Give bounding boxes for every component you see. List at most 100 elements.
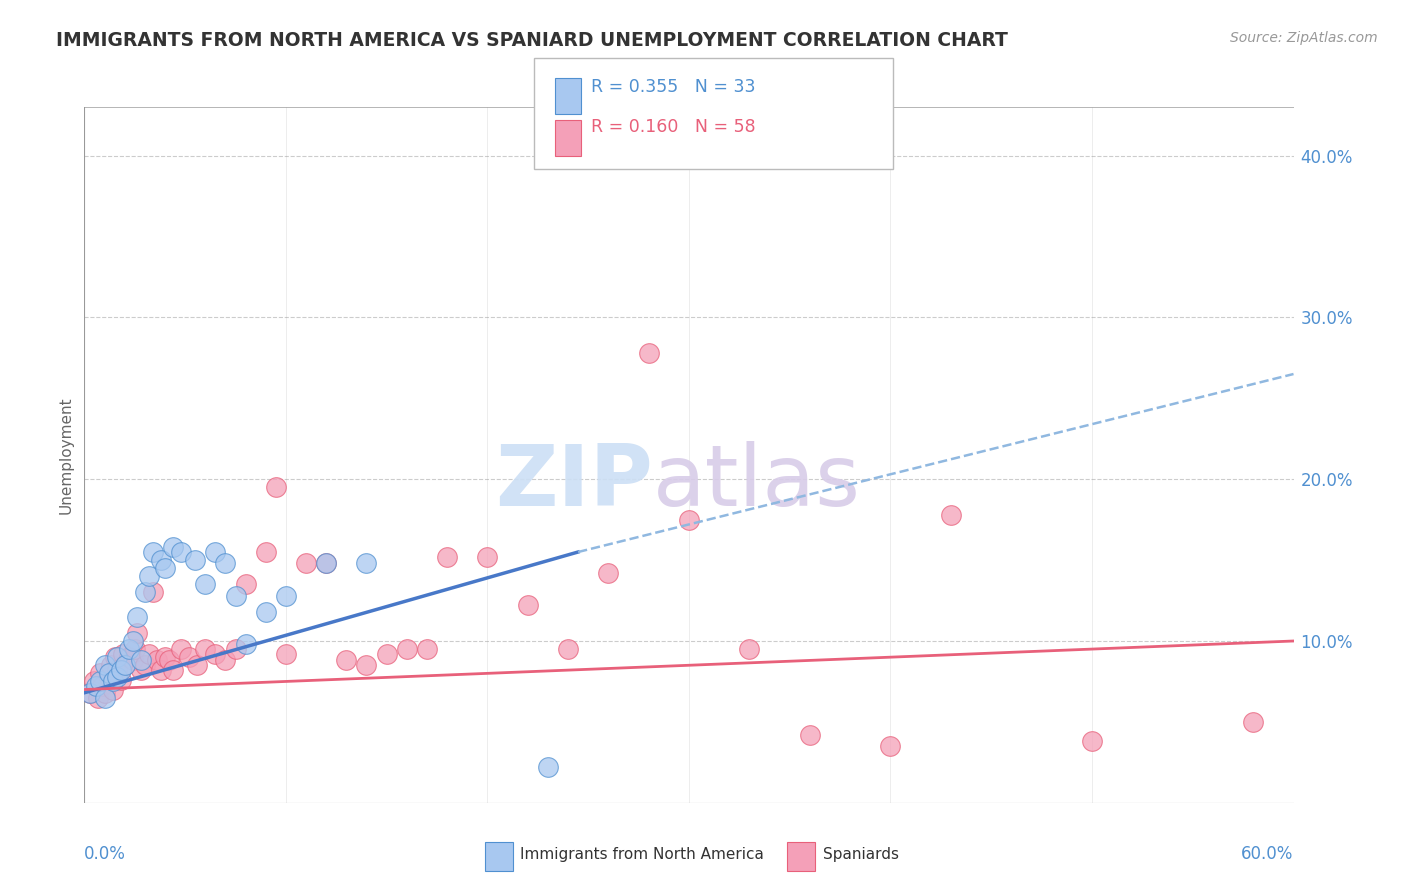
- Text: R = 0.160   N = 58: R = 0.160 N = 58: [591, 118, 755, 136]
- Point: [194, 577, 217, 591]
- Point: [356, 557, 378, 571]
- Point: [87, 690, 110, 705]
- Point: [939, 508, 962, 522]
- Point: [162, 663, 184, 677]
- Point: [315, 557, 337, 571]
- Point: [170, 642, 193, 657]
- Point: [637, 346, 659, 360]
- Text: IMMIGRANTS FROM NORTH AMERICA VS SPANIARD UNEMPLOYMENT CORRELATION CHART: IMMIGRANTS FROM NORTH AMERICA VS SPANIAR…: [56, 31, 1008, 50]
- Point: [142, 585, 165, 599]
- Point: [416, 642, 439, 657]
- Point: [356, 658, 378, 673]
- Point: [274, 589, 297, 603]
- Point: [204, 647, 226, 661]
- Point: [134, 585, 156, 599]
- Point: [436, 549, 458, 564]
- Point: [114, 658, 136, 673]
- Text: Spaniards: Spaniards: [823, 847, 898, 862]
- Point: [295, 557, 318, 571]
- Point: [162, 540, 184, 554]
- Point: [105, 670, 128, 684]
- Point: [395, 642, 418, 657]
- Y-axis label: Unemployment: Unemployment: [58, 396, 73, 514]
- Point: [335, 653, 357, 667]
- Point: [83, 674, 105, 689]
- Point: [125, 609, 148, 624]
- Point: [93, 690, 115, 705]
- Point: [170, 545, 193, 559]
- Text: atlas: atlas: [652, 442, 860, 524]
- Point: [225, 642, 247, 657]
- Text: ZIP: ZIP: [495, 442, 652, 524]
- Point: [1241, 714, 1264, 729]
- Point: [79, 686, 101, 700]
- Point: [477, 549, 499, 564]
- Point: [516, 599, 538, 613]
- Point: [129, 653, 152, 667]
- Point: [149, 553, 172, 567]
- Point: [254, 545, 277, 559]
- Point: [153, 561, 176, 575]
- Point: [799, 728, 821, 742]
- Point: [153, 650, 176, 665]
- Point: [121, 634, 143, 648]
- Point: [129, 663, 152, 677]
- Point: [118, 650, 141, 665]
- Point: [184, 553, 207, 567]
- Point: [124, 642, 146, 657]
- Point: [204, 545, 226, 559]
- Point: [738, 642, 761, 657]
- Point: [678, 513, 700, 527]
- Point: [101, 674, 124, 689]
- Point: [254, 605, 277, 619]
- Point: [146, 653, 169, 667]
- Point: [598, 566, 620, 580]
- Point: [315, 557, 337, 571]
- Point: [104, 650, 127, 665]
- Point: [93, 658, 115, 673]
- Point: [125, 626, 148, 640]
- Point: [91, 679, 114, 693]
- Point: [118, 642, 141, 657]
- Point: [100, 658, 122, 673]
- Point: [79, 686, 101, 700]
- Point: [879, 739, 901, 754]
- Point: [89, 674, 111, 689]
- Point: [235, 637, 257, 651]
- Point: [537, 760, 560, 774]
- Point: [186, 658, 208, 673]
- Point: [97, 670, 120, 684]
- Point: [105, 663, 128, 677]
- Point: [93, 686, 115, 700]
- Point: [89, 666, 111, 681]
- Point: [179, 650, 201, 665]
- Point: [214, 653, 236, 667]
- Point: [111, 647, 134, 661]
- Point: [142, 545, 165, 559]
- Point: [274, 647, 297, 661]
- Text: R = 0.355   N = 33: R = 0.355 N = 33: [591, 78, 755, 96]
- Point: [86, 679, 108, 693]
- Point: [101, 682, 124, 697]
- Point: [138, 569, 160, 583]
- Point: [225, 589, 247, 603]
- Point: [194, 642, 217, 657]
- Text: 0.0%: 0.0%: [84, 845, 127, 863]
- Point: [138, 647, 160, 661]
- Point: [214, 557, 236, 571]
- Point: [149, 663, 172, 677]
- Point: [110, 673, 132, 687]
- Point: [235, 577, 257, 591]
- Text: Source: ZipAtlas.com: Source: ZipAtlas.com: [1230, 31, 1378, 45]
- Point: [134, 658, 156, 673]
- Point: [1081, 734, 1104, 748]
- Text: Immigrants from North America: Immigrants from North America: [520, 847, 763, 862]
- Point: [375, 647, 398, 661]
- Point: [97, 666, 120, 681]
- Point: [557, 642, 579, 657]
- Point: [105, 650, 128, 665]
- Point: [110, 663, 132, 677]
- Point: [264, 480, 287, 494]
- Point: [121, 653, 143, 667]
- Point: [114, 658, 136, 673]
